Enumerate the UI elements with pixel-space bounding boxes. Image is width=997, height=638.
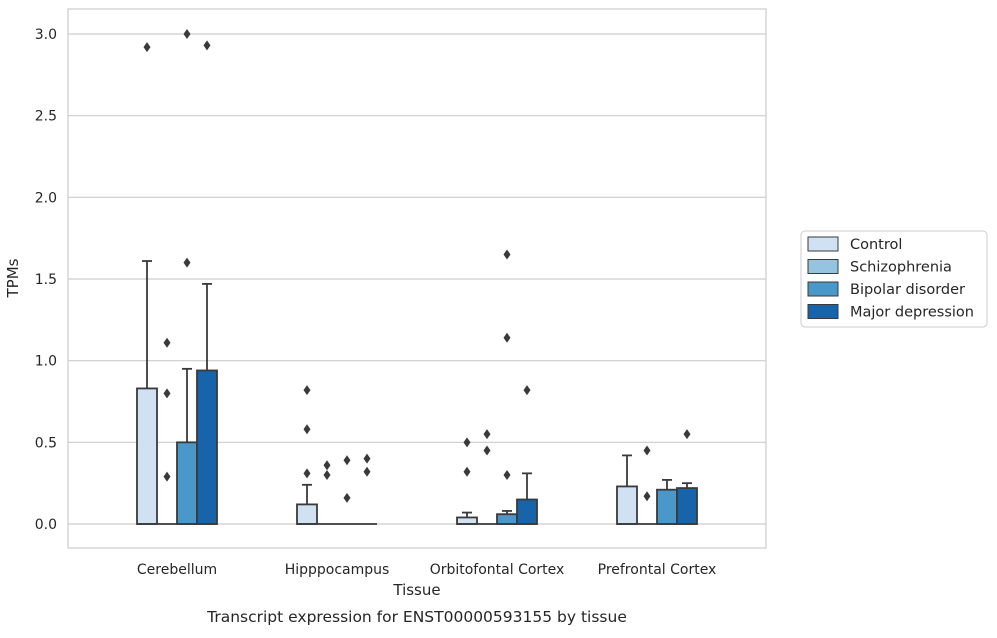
legend-label: Control <box>850 237 902 253</box>
outlier-marker <box>343 455 351 466</box>
outlier-marker <box>363 453 371 464</box>
legend-frame <box>800 230 988 328</box>
outlier-marker <box>643 491 651 502</box>
outlier-marker <box>163 337 171 348</box>
x-tick-label: Hipppocampus <box>285 562 390 578</box>
legend: Control Schizophrenia Bipolar disorder Majo… <box>800 230 988 328</box>
box-group <box>496 510 518 525</box>
box <box>676 487 698 525</box>
legend-label: Schizophrenia <box>850 260 952 276</box>
y-tick-label: 2.5 <box>35 109 57 125</box>
y-tick-label: 3.0 <box>35 27 57 43</box>
outlier-marker <box>303 385 311 396</box>
box-group <box>676 482 698 525</box>
outlier-marker <box>683 429 691 440</box>
legend-label: Bipolar disorder <box>850 282 965 298</box>
legend-swatch <box>807 236 839 252</box>
x-tick-label: Prefrontal Cortex <box>598 562 717 578</box>
legend-swatch <box>807 304 839 319</box>
outlier-marker <box>503 249 511 260</box>
box <box>656 488 678 525</box>
legend-swatch <box>807 259 839 274</box>
box-group <box>176 367 198 525</box>
x-tick-label: Cerebellum <box>137 562 217 578</box>
outlier-marker <box>163 471 171 482</box>
outlier-marker <box>203 40 211 51</box>
outlier-marker <box>483 445 491 456</box>
outlier-marker <box>503 332 511 343</box>
box <box>456 516 478 525</box>
outlier-marker <box>303 424 311 435</box>
y-axis-label: TPMs <box>4 258 22 298</box>
grid-lines <box>68 33 766 525</box>
x-axis-label: Tissue <box>392 581 440 599</box>
box-group <box>616 454 638 525</box>
box-group <box>516 472 538 525</box>
outlier-marker <box>483 429 491 440</box>
box <box>296 503 318 525</box>
box <box>496 513 518 525</box>
box-group <box>136 260 158 525</box>
outlier-marker <box>503 470 511 480</box>
x-tick-label: Orbitofontal Cortex <box>430 562 565 578</box>
box <box>196 369 218 525</box>
x-tick-labels: Cerebellum Hipppocampus Orbitofontal Corte… <box>137 562 716 578</box>
outlier-marker <box>163 388 171 399</box>
box <box>136 387 158 525</box>
legend-label: Major depression <box>850 305 974 321</box>
outlier-marker <box>303 468 311 479</box>
y-tick-label: 1.0 <box>35 354 57 370</box>
box-group <box>196 282 218 525</box>
outlier-marker <box>523 385 531 396</box>
outlier-marker <box>323 470 331 480</box>
outlier-marker <box>143 42 151 53</box>
outlier-marker <box>183 257 191 268</box>
box-group <box>656 478 678 525</box>
legend-swatch <box>807 281 839 297</box>
outlier-marker <box>323 460 331 471</box>
box-group <box>456 511 478 525</box>
outlier-marker <box>643 445 651 456</box>
box <box>176 441 198 525</box>
box-group <box>296 483 318 525</box>
outlier-marker <box>343 492 351 503</box>
y-tick-label: 0.5 <box>35 435 57 451</box>
figure-caption: Transcript expression for ENST0000059315… <box>206 608 627 626</box>
outlier-marker <box>183 29 191 39</box>
y-tick-labels: 0.0 0.5 1.0 1.5 2.0 2.5 3.0 <box>35 27 57 533</box>
outlier-marker <box>363 466 371 477</box>
y-tick-label: 2.0 <box>35 190 57 206</box>
y-tick-label: 0.0 <box>35 517 57 533</box>
y-tick-label: 1.5 <box>35 272 57 288</box>
outliers <box>143 29 691 503</box>
boxes <box>136 260 698 525</box>
outlier-marker <box>463 466 471 477</box>
box <box>616 485 638 525</box>
outlier-marker <box>463 437 471 448</box>
plot-frame <box>67 8 767 549</box>
box <box>516 498 538 525</box>
